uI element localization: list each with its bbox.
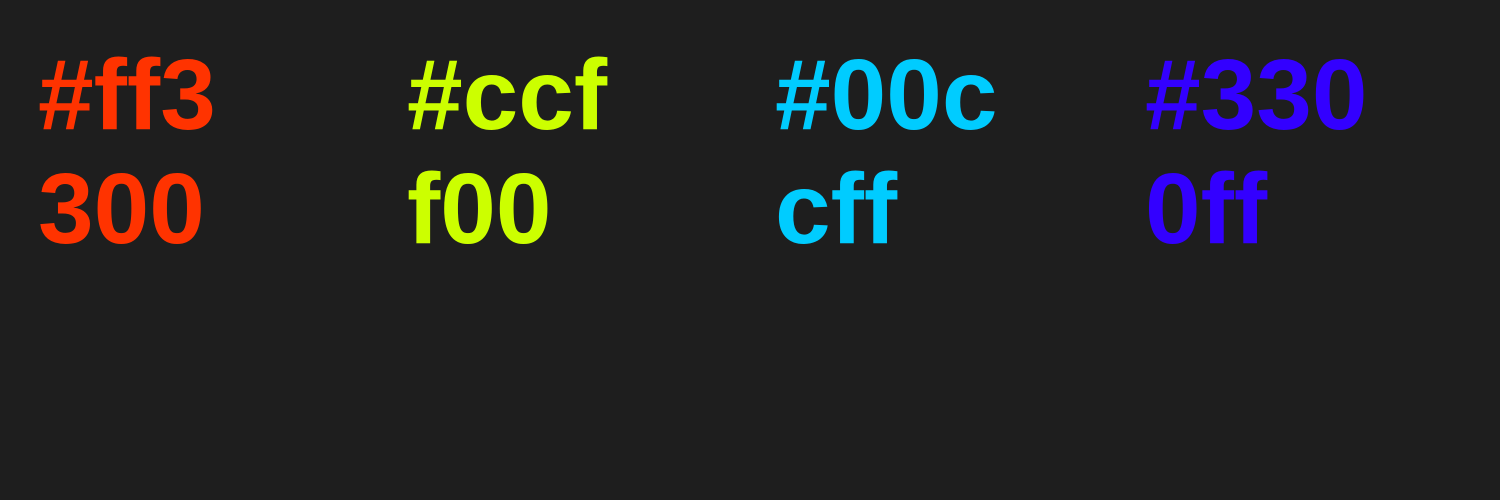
color-swatch-3: #00c cff [775, 38, 1115, 266]
color-swatch-4: #330 0ff [1145, 38, 1485, 266]
color-swatch-2: #ccf f00 [407, 38, 747, 266]
hex-code-line-2: 300 [38, 153, 205, 265]
hex-code-line-1: #ccf [407, 39, 608, 151]
hex-code-line-2: f00 [407, 153, 552, 265]
hex-code-line-2: cff [775, 153, 898, 265]
hex-code-line-1: #ff3 [38, 39, 216, 151]
color-swatch-1: #ff3 300 [38, 38, 378, 266]
hex-code-line-2: 0ff [1145, 153, 1268, 265]
hex-code-line-1: #00c [775, 39, 998, 151]
hex-code-line-1: #330 [1145, 39, 1368, 151]
